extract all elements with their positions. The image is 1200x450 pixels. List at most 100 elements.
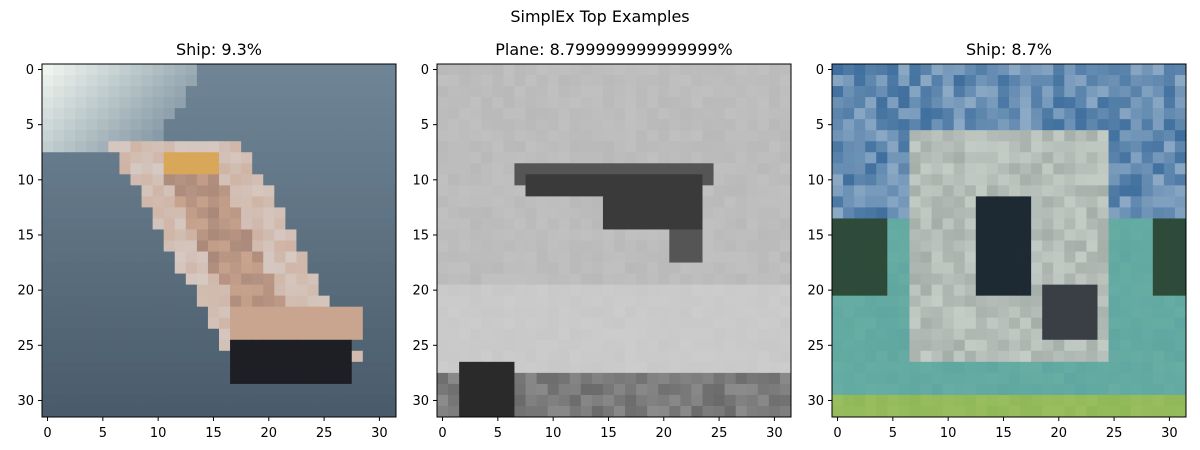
- image-pixel: [779, 108, 792, 120]
- image-pixel: [691, 350, 703, 363]
- image-pixel: [854, 64, 866, 76]
- image-pixel: [636, 152, 648, 164]
- image-pixel: [329, 284, 342, 297]
- image-pixel: [1009, 306, 1021, 319]
- image-pixel: [252, 196, 264, 208]
- image-pixel: [887, 350, 899, 363]
- image-pixel: [1020, 251, 1032, 263]
- image-pixel: [351, 383, 364, 396]
- image-pixel: [141, 295, 154, 308]
- image-pixel: [437, 130, 449, 142]
- image-pixel: [42, 119, 54, 131]
- image-pixel: [384, 229, 397, 241]
- image-pixel: [614, 196, 626, 208]
- image-pixel: [580, 163, 593, 175]
- image-pixel: [931, 185, 944, 197]
- image-pixel: [547, 196, 560, 208]
- image-pixel: [558, 328, 571, 341]
- image-pixel: [503, 174, 515, 186]
- image-pixel: [437, 273, 449, 286]
- image-pixel: [252, 229, 264, 241]
- image-pixel: [97, 75, 109, 87]
- image-pixel: [64, 207, 76, 219]
- image-pixel: [580, 218, 593, 230]
- image-pixel: [459, 185, 471, 197]
- image-pixel: [437, 152, 449, 164]
- image-pixel: [263, 75, 275, 87]
- image-pixel: [536, 207, 549, 219]
- image-pixel: [514, 229, 526, 241]
- image-pixel: [1119, 328, 1132, 341]
- image-pixel: [130, 130, 142, 142]
- image-pixel: [658, 185, 670, 197]
- image-pixel: [130, 361, 142, 374]
- image-pixel: [207, 119, 220, 131]
- image-pixel: [964, 339, 977, 352]
- image-pixel: [636, 196, 648, 208]
- image-pixel: [1108, 394, 1121, 407]
- image-pixel: [547, 229, 560, 241]
- image-pixel: [691, 97, 703, 109]
- image-pixel: [437, 383, 449, 396]
- image-pixel: [97, 240, 109, 252]
- image-pixel: [1163, 218, 1176, 230]
- image-pixel: [525, 306, 537, 319]
- image-pixel: [1163, 284, 1176, 297]
- image-pixel: [843, 141, 855, 153]
- image-pixel: [285, 372, 297, 385]
- image-pixel: [481, 130, 493, 142]
- image-pixel: [865, 383, 877, 396]
- image-pixel: [865, 405, 877, 418]
- image-pixel: [658, 361, 670, 374]
- image-pixel: [1097, 383, 1109, 396]
- image-pixel: [64, 284, 76, 297]
- image-pixel: [1020, 108, 1032, 120]
- image-pixel: [384, 394, 397, 407]
- image-pixel: [647, 273, 659, 286]
- image-pixel: [865, 251, 877, 263]
- image-pixel: [241, 119, 253, 131]
- image-pixel: [713, 372, 726, 385]
- image-pixel: [141, 141, 154, 153]
- image-pixel: [207, 229, 220, 241]
- image-pixel: [1042, 152, 1054, 164]
- image-pixel: [42, 306, 54, 319]
- image-pixel: [163, 339, 176, 352]
- image-pixel: [174, 339, 187, 352]
- image-pixel: [909, 152, 921, 164]
- image-pixel: [1152, 229, 1165, 241]
- image-pixel: [768, 141, 781, 153]
- image-pixel: [196, 361, 209, 374]
- image-pixel: [1141, 141, 1154, 153]
- image-pixel: [702, 350, 714, 363]
- image-pixel: [1152, 405, 1165, 418]
- image-pixel: [953, 152, 966, 164]
- image-pixel: [1119, 361, 1132, 374]
- image-pixel: [241, 273, 253, 286]
- image-pixel: [602, 339, 615, 352]
- image-pixel: [241, 405, 253, 418]
- image-pixel: [362, 229, 375, 241]
- image-pixel: [614, 405, 626, 418]
- image-pixel: [1152, 295, 1165, 308]
- image-pixel: [384, 86, 397, 98]
- image-pixel: [1130, 196, 1143, 208]
- image-pixel: [964, 306, 977, 319]
- image-pixel: [1086, 130, 1098, 142]
- image-pixel: [558, 196, 571, 208]
- image-pixel: [362, 383, 375, 396]
- image-pixel: [307, 317, 319, 330]
- image-pixel: [285, 350, 297, 363]
- image-pixel: [252, 383, 264, 396]
- image-pixel: [909, 306, 921, 319]
- image-pixel: [252, 317, 264, 330]
- image-pixel: [230, 372, 242, 385]
- image-pixel: [920, 86, 932, 98]
- image-pixel: [53, 339, 65, 352]
- image-pixel: [514, 97, 526, 109]
- image-pixel: [735, 273, 748, 286]
- image-pixel: [1097, 75, 1109, 87]
- image-pixel: [1130, 86, 1143, 98]
- image-pixel: [525, 196, 537, 208]
- image-pixel: [1163, 174, 1176, 186]
